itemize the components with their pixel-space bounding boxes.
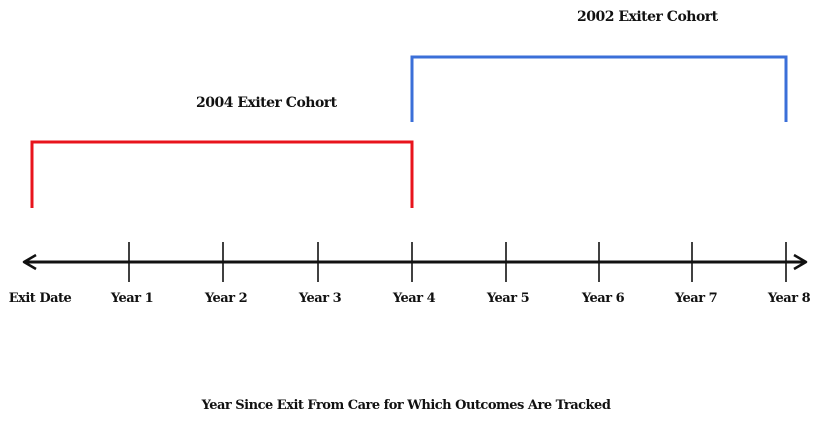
- axis-arrow-left: [22, 253, 37, 271]
- tick-label-exit-date: Exit Date: [8, 291, 72, 306]
- tick-label-year-4: Year 4: [392, 291, 436, 306]
- tick-label-year-1: Year 1: [110, 291, 154, 306]
- axis-arrow-right: [793, 253, 808, 271]
- cohort-2004-bracket: [30, 140, 414, 208]
- tick-label-year-6: Year 6: [581, 291, 625, 306]
- tick-label-year-3: Year 3: [298, 291, 342, 306]
- tick-label-year-8: Year 8: [767, 291, 811, 306]
- tick-label-year-7: Year 7: [674, 291, 718, 306]
- tick-label-year-2: Year 2: [204, 291, 248, 306]
- axis-title: Year Since Exit From Care for Which Outc…: [201, 398, 611, 413]
- tick-label-year-5: Year 5: [486, 291, 530, 306]
- cohort-2004-label: 2004 Exiter Cohort: [196, 95, 337, 111]
- cohort-2002-label: 2002 Exiter Cohort: [577, 9, 718, 25]
- cohort-2002-bracket: [410, 55, 788, 122]
